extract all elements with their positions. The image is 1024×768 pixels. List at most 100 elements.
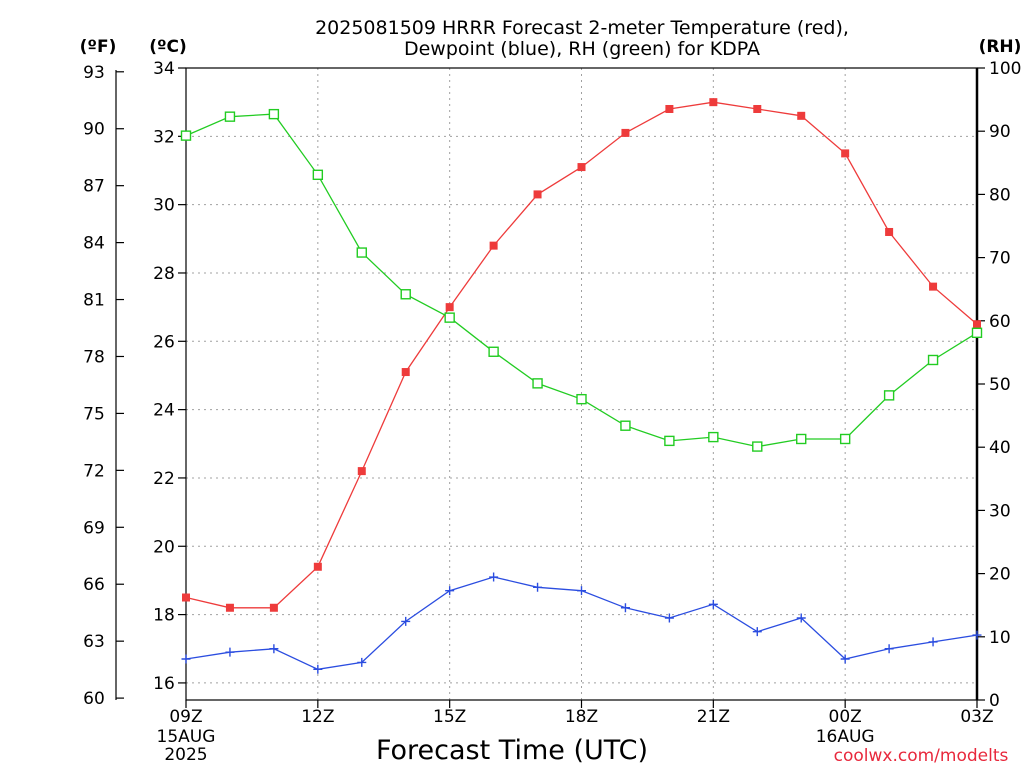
- rh-tick-label: 80: [989, 185, 1011, 205]
- fahrenheit-tick-label: 87: [83, 177, 105, 197]
- rh-data-point: [312, 169, 324, 181]
- rh-tick-label: 10: [989, 628, 1011, 648]
- temperature-data-point: [885, 227, 894, 236]
- temperature-data-point: [313, 562, 322, 571]
- dewpoint-data-point: [928, 637, 938, 647]
- rh-tick-label: 0: [989, 691, 1000, 711]
- celsius-tick-label: 26: [153, 332, 175, 352]
- x-tick-label: 03Z: [960, 707, 993, 727]
- x-tick-label: 12Z: [301, 707, 334, 727]
- rh-data-point: [180, 130, 192, 141]
- celsius-tick-label: 16: [153, 674, 175, 694]
- rh-data-point: [224, 111, 236, 122]
- celsius-tick-label: 34: [153, 59, 175, 79]
- celsius-tick-label: 30: [153, 196, 175, 216]
- dewpoint-data-point: [752, 627, 762, 637]
- dewpoint-data-point: [357, 657, 367, 667]
- fahrenheit-tick-label: 60: [83, 689, 105, 709]
- celsius-tick-label: 24: [153, 401, 175, 421]
- celsius-tick-label: 18: [153, 606, 175, 626]
- dewpoint-data-point: [489, 572, 499, 582]
- chart-title-line-2: Dewpoint (blue), RH (green) for KDPA: [404, 38, 760, 60]
- fahrenheit-unit-label: (ºF): [80, 37, 117, 57]
- dewpoint-data-point: [313, 664, 323, 674]
- rh-tick-label: 60: [989, 312, 1011, 332]
- rh-data-point: [927, 354, 939, 366]
- fahrenheit-tick-label: 63: [83, 632, 105, 652]
- temperature-data-point: [753, 104, 762, 113]
- dewpoint-data-point: [533, 582, 543, 592]
- rh-tick-label: 30: [989, 501, 1011, 521]
- celsius-unit-label: (ºC): [149, 37, 187, 57]
- rh-data-point: [576, 393, 587, 405]
- chart-title-line-1: 2025081509 HRRR Forecast 2-meter Tempera…: [315, 17, 849, 39]
- temperature-data-point: [225, 603, 234, 612]
- temperature-data-point: [929, 282, 938, 291]
- axes-ticks: 16 18 20 22 24 26 28 30 32 34 60 63 66 69 72 75 78 81 84 87…: [83, 59, 1021, 765]
- temperature-data-point: [709, 98, 718, 107]
- temperature-data-point: [973, 320, 981, 329]
- rh-tick-label: 50: [989, 375, 1011, 395]
- credit-text: coolwx.com/modelts: [834, 746, 1009, 766]
- temperature-data-point: [489, 241, 498, 250]
- temperature-data-point: [401, 368, 410, 377]
- rh-data-point: [400, 289, 411, 300]
- fahrenheit-tick-label: 90: [83, 120, 105, 140]
- dewpoint-data-point: [840, 654, 850, 664]
- x-tick-date-label: 2025: [164, 745, 207, 765]
- fahrenheit-tick-label: 84: [83, 234, 105, 254]
- fahrenheit-tick-label: 66: [83, 575, 105, 595]
- x-tick-label: 18Z: [565, 707, 598, 727]
- rh-data-point: [356, 247, 367, 258]
- temperature-data-point: [269, 603, 278, 612]
- rh-data-point: [488, 346, 499, 357]
- rh-data-point: [444, 312, 455, 323]
- temperature-data-point: [665, 104, 674, 113]
- series-layer: [180, 98, 983, 674]
- rh-tick-label: 100: [989, 59, 1021, 79]
- rh-tick-label: 20: [989, 565, 1011, 585]
- gridlines: [185, 68, 978, 700]
- temperature-data-point: [182, 593, 190, 602]
- x-tick-date-label: 15AUG: [157, 727, 216, 747]
- fahrenheit-tick-label: 75: [83, 404, 105, 424]
- temperature-data-point: [841, 149, 850, 158]
- rh-data-point: [532, 378, 543, 389]
- fahrenheit-tick-label: 72: [83, 461, 105, 481]
- rh-data-point: [883, 390, 895, 401]
- fahrenheit-tick-label: 93: [83, 63, 105, 83]
- dewpoint-data-point: [708, 599, 718, 609]
- rh-data-point: [796, 433, 807, 445]
- fahrenheit-tick-label: 69: [83, 518, 105, 538]
- temperature-data-point: [357, 467, 366, 476]
- rh-data-point: [839, 433, 851, 445]
- rh-data-point: [971, 327, 983, 339]
- rh-tick-label: 40: [989, 438, 1011, 458]
- fahrenheit-tick-label: 78: [83, 347, 105, 367]
- rh-tick-label: 70: [989, 249, 1011, 269]
- rh-data-point: [268, 108, 280, 120]
- rh-unit-label: (RH): [979, 37, 1022, 57]
- dewpoint-data-point: [972, 630, 982, 640]
- x-tick-label: 15Z: [433, 707, 466, 727]
- dewpoint-data-point: [225, 647, 235, 657]
- plot-frame: [185, 67, 978, 701]
- x-tick-label: 00Z: [829, 707, 862, 727]
- dewpoint-data-point: [269, 644, 279, 654]
- rh-data-point: [620, 420, 631, 431]
- celsius-tick-label: 20: [153, 537, 175, 557]
- dewpoint-data-point: [884, 644, 894, 654]
- fahrenheit-tick-label: 81: [83, 291, 105, 311]
- dewpoint-data-point: [181, 654, 191, 664]
- celsius-tick-label: 22: [153, 469, 175, 489]
- dewpoint-data-point: [664, 613, 674, 623]
- temperature-data-point: [577, 163, 586, 172]
- dewpoint-data-point: [620, 603, 630, 613]
- celsius-tick-label: 28: [153, 264, 175, 284]
- celsius-tick-label: 32: [153, 127, 175, 147]
- dewpoint-data-point: [577, 586, 586, 596]
- rh-data-point: [664, 435, 675, 447]
- rh-tick-label: 90: [989, 122, 1011, 142]
- temperature-data-point: [797, 111, 806, 120]
